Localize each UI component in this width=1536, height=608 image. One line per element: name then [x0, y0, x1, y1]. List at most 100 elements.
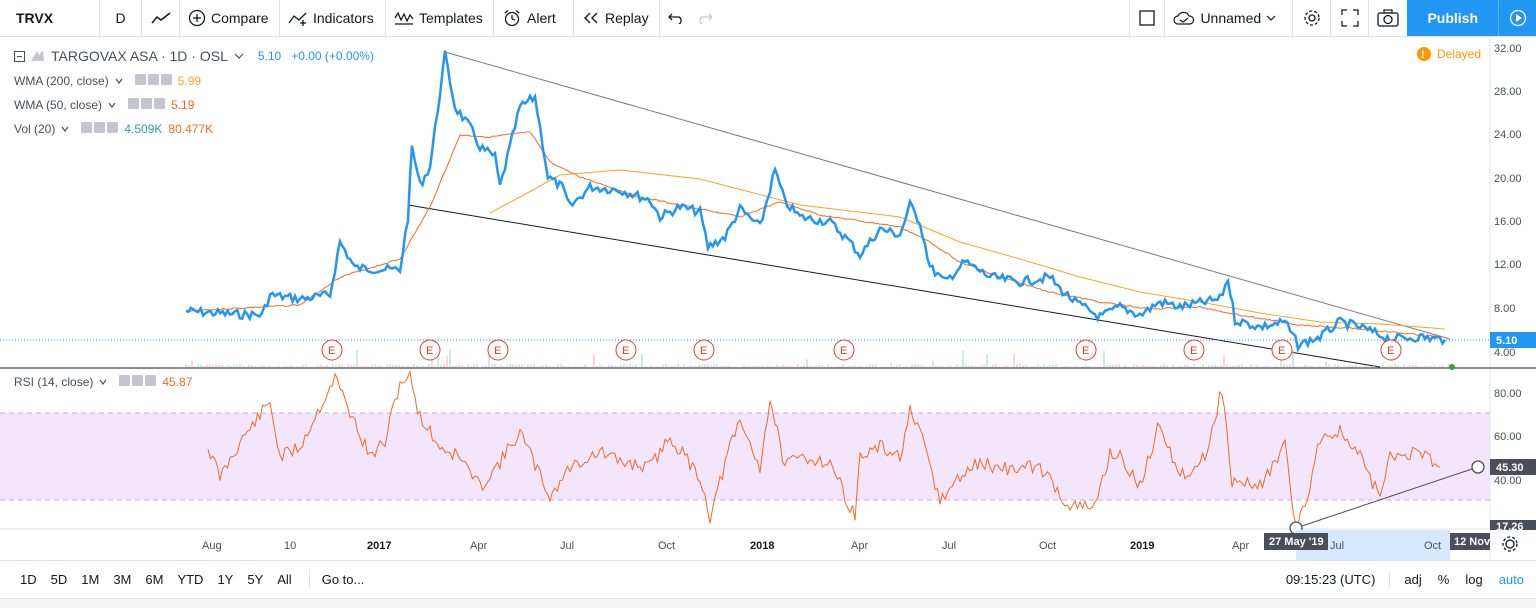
earnings-marker[interactable] [1183, 339, 1205, 361]
publish-options-button[interactable] [1498, 0, 1536, 36]
plus-circle-icon [188, 9, 206, 27]
layout-menu[interactable]: Unnamed [1165, 0, 1294, 36]
earnings-marker-label: E [622, 345, 629, 357]
earnings-marker[interactable] [487, 339, 509, 361]
clock[interactable]: 09:15:23 (UTC) [1286, 571, 1391, 587]
compare-button[interactable]: Compare [180, 0, 280, 36]
price-tick: 16.00 [1494, 216, 1522, 228]
earnings-marker[interactable] [1075, 339, 1097, 361]
earnings-marker-label: E [426, 345, 433, 357]
expand-icon [1341, 9, 1359, 27]
range-all[interactable]: All [277, 571, 292, 587]
price-tick: 4.00 [1494, 347, 1515, 359]
rsi-tag2: 17.26 [1496, 521, 1524, 533]
wma50-legend[interactable]: WMA (50, close) 5.19 [14, 98, 194, 112]
replay-label: Replay [605, 10, 649, 26]
redo-icon[interactable] [697, 12, 712, 24]
main-legend: TARGOVAX ASA · 1D · OSL 5.10 +0.00 (+0.0… [14, 48, 374, 64]
goto-button[interactable]: Go to... [321, 571, 365, 587]
time-tick: Apr [1232, 540, 1249, 552]
earnings-marker[interactable] [693, 339, 715, 361]
undo-icon[interactable] [668, 12, 683, 24]
earnings-marker[interactable] [833, 339, 855, 361]
time-tick: Oct [658, 540, 675, 552]
rsi-tag1-bg [1490, 459, 1536, 475]
snapshot-button[interactable] [1369, 0, 1407, 36]
rewind-icon [584, 12, 598, 24]
percent-toggle[interactable]: % [1437, 571, 1450, 587]
earnings-marker[interactable] [419, 339, 441, 361]
publish-label: Publish [1427, 10, 1478, 26]
price-tick: 20.00 [1494, 173, 1522, 185]
chart-type-button[interactable] [142, 0, 180, 36]
templates-label: Templates [419, 10, 483, 26]
wma50-controls[interactable] [126, 98, 166, 112]
play-circle-icon [1509, 9, 1526, 27]
compare-label: Compare [211, 10, 269, 26]
time-tick: Jul [1330, 540, 1344, 552]
rsi-controls[interactable] [117, 375, 157, 389]
panel-tabs-strip[interactable] [0, 598, 1536, 608]
range-1d[interactable]: 1D [20, 571, 37, 587]
range-1m[interactable]: 1M [81, 571, 100, 587]
time-tick: Jul [942, 540, 956, 552]
volume-controls[interactable] [79, 122, 119, 136]
status-dot [1449, 364, 1455, 370]
templates-icon [394, 11, 414, 25]
fullscreen-button[interactable] [1331, 0, 1370, 36]
range-5y[interactable]: 5Y [247, 571, 264, 587]
delayed-label: Delayed [1437, 47, 1481, 61]
volume-value2: 80.477K [168, 122, 214, 136]
trendline-handle-end[interactable] [1471, 460, 1485, 474]
earnings-marker[interactable] [321, 339, 343, 361]
auto-toggle[interactable]: auto [1498, 571, 1524, 587]
wma200-controls[interactable] [133, 74, 172, 88]
log-toggle[interactable]: log [1465, 571, 1483, 587]
collapse-icon[interactable] [14, 50, 25, 62]
range-5d[interactable]: 5D [50, 571, 68, 587]
range-ytd[interactable]: YTD [177, 571, 204, 587]
earnings-marker-label: E [1278, 345, 1285, 357]
range-6m[interactable]: 6M [145, 571, 164, 587]
camera-icon [1377, 9, 1400, 27]
axis-settings-button[interactable] [1502, 536, 1518, 552]
rsi-legend[interactable]: RSI (14, close) 45.87 [14, 375, 192, 389]
earnings-marker[interactable] [1380, 339, 1402, 361]
templates-button[interactable]: Templates [386, 0, 494, 36]
symbol-search[interactable]: TRVX [0, 0, 100, 36]
chart-area[interactable]: 32.00 28.00 24.00 20.00 16.00 12.00 8.00… [0, 37, 1536, 560]
delayed-icon-mark: ! [1421, 49, 1425, 61]
time-tick: Oct [1424, 540, 1441, 552]
interval-button[interactable]: D [100, 0, 142, 36]
alert-label: Alert [527, 10, 556, 26]
chevron-down-icon[interactable] [234, 52, 244, 60]
bottom-toolbar: 1D 5D 1M 3M 6M YTD 1Y 5Y All Go to... 09… [0, 560, 1536, 597]
price-tick: 32.00 [1494, 43, 1522, 55]
range-1y[interactable]: 1Y [217, 571, 234, 587]
indicators-button[interactable]: Indicators [280, 0, 386, 36]
adj-toggle[interactable]: adj [1404, 571, 1422, 587]
interval-label: D [115, 10, 126, 26]
earnings-marker[interactable] [1271, 339, 1293, 361]
divider [308, 569, 310, 589]
earnings-marker[interactable] [615, 339, 637, 361]
symbol-title: TARGOVAX ASA · 1D · OSL [51, 48, 228, 64]
volume-legend[interactable]: Vol (20) 4.509K 80.477K [14, 122, 213, 136]
price-pane[interactable] [0, 37, 1490, 367]
alert-button[interactable]: Alert [494, 0, 574, 36]
publish-button[interactable]: Publish [1407, 0, 1498, 36]
undo-redo-group [660, 0, 720, 36]
time-tick: Apr [851, 540, 868, 552]
settings-button[interactable] [1293, 0, 1332, 36]
chevron-down-icon [61, 126, 69, 132]
range-3m[interactable]: 3M [113, 571, 132, 587]
fullscreen-toggle[interactable] [1129, 0, 1166, 36]
rsi-trendline[interactable] [1295, 466, 1479, 529]
time-tick: 10 [284, 540, 296, 552]
wma50-value: 5.19 [171, 98, 195, 112]
replay-button[interactable]: Replay [574, 0, 660, 36]
wma200-legend[interactable]: WMA (200, close) 5.99 [14, 74, 201, 88]
upper-trendline[interactable] [444, 51, 1451, 340]
time-tick: Jul [560, 540, 574, 552]
legend-price: 5.10 [257, 49, 282, 63]
